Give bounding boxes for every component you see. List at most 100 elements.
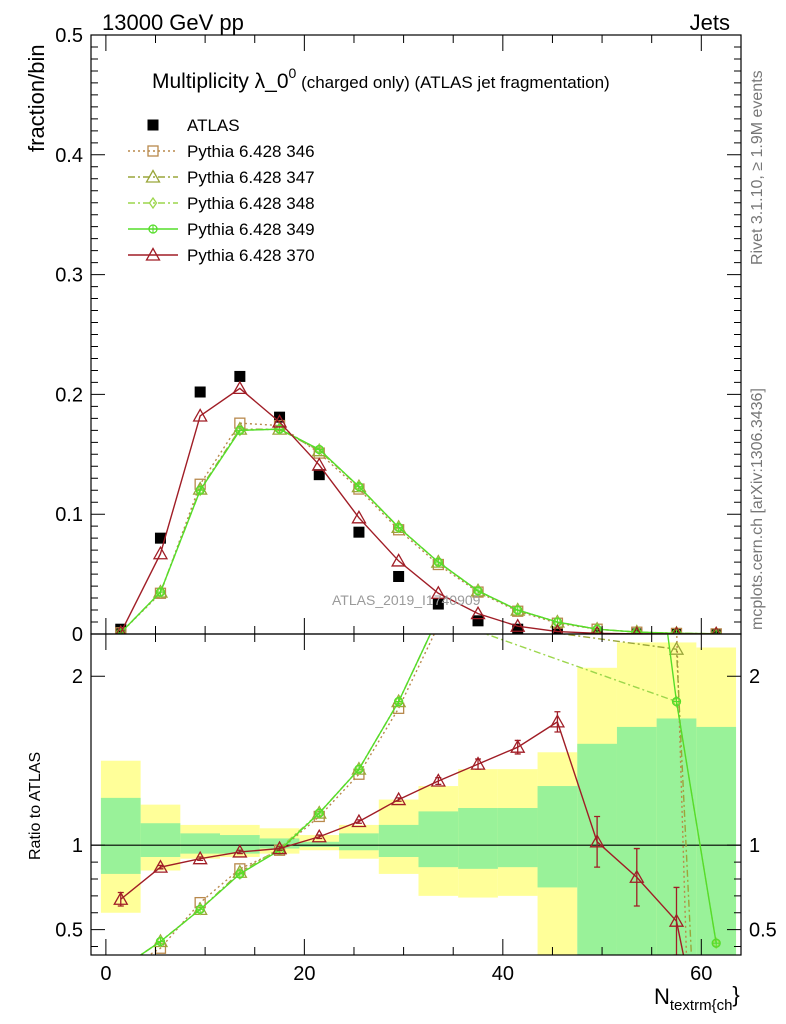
legend-label: Pythia 6.428 349 <box>187 220 315 239</box>
ratio-point-2-7 <box>394 695 403 708</box>
data-point-4-3 <box>235 425 245 435</box>
error-bar-4-13 <box>633 847 640 907</box>
main-y-axis: 0 0.1 0.2 0.3 0.4 0.5 <box>55 25 741 646</box>
legend-entry-5: Pythia 6.428 370 <box>128 246 315 265</box>
ratio-frame <box>90 633 742 956</box>
uncertainty-band-green-7 <box>378 824 419 858</box>
uncertainty-band-green-15 <box>696 726 737 955</box>
ratio-y-tick-label: 0.5 <box>55 920 83 942</box>
ratio-point-4-6 <box>351 813 367 828</box>
main-y-tick-label: 0.2 <box>55 384 83 406</box>
ratio-line-4 <box>120 720 685 955</box>
ratio-series-4 <box>113 711 685 955</box>
data-point-4-1 <box>155 587 166 597</box>
ratio-panel: 0.5 0.51 12 20 20 40 60 <box>55 35 777 985</box>
legend-entry-0: ATLAS <box>147 116 240 135</box>
data-point-4-6 <box>354 481 364 492</box>
ratio-point-2-6 <box>354 763 364 776</box>
legend-label: ATLAS <box>187 116 240 135</box>
x-tick-label: 40 <box>492 963 514 985</box>
uncertainty-band-green-1 <box>140 823 181 858</box>
ratio-axis-label: Ratio to ATLAS <box>27 752 44 860</box>
uncertainty-band-green-13 <box>616 726 657 955</box>
data-point-4-5 <box>314 444 324 455</box>
ratio-data <box>91 634 741 955</box>
uncertainty-band-green-11 <box>537 786 578 888</box>
data-point-5-9 <box>470 605 486 620</box>
ratio-y-axis: 0.5 0.5 1 1 2 2 <box>55 666 777 948</box>
data-point-3-11 <box>553 615 562 629</box>
rivet-label: Rivet 3.1.10, ≥ 1.9M events <box>749 70 766 265</box>
legend-label: Pythia 6.428 370 <box>187 246 315 265</box>
data-point-5-2 <box>192 408 208 422</box>
data-point-5-8 <box>430 585 446 599</box>
data-point-5-0 <box>115 624 126 634</box>
ratio-point-4-7 <box>391 791 407 806</box>
data-point-0-11 <box>551 627 563 634</box>
ratio-point-4-9 <box>470 756 486 770</box>
legend-marker <box>148 196 158 210</box>
data-point-0-10 <box>512 623 524 634</box>
data-point-4-7 <box>393 522 404 533</box>
main-y-tick-label: 0.5 <box>55 25 83 47</box>
data-point-5-3 <box>232 380 248 395</box>
ratio-y-tick-label-right: 1 <box>749 835 760 857</box>
data-point-5-5 <box>311 457 327 471</box>
data-point-0-5 <box>313 469 325 481</box>
uncertainty-band-green-8 <box>418 811 459 868</box>
ratio-point-4-0 <box>113 891 129 905</box>
data-point-5-13 <box>632 626 642 634</box>
ratio-point-3-1 <box>155 936 166 947</box>
ratio-point-4-1 <box>152 859 169 873</box>
legend-label: Pythia 6.428 348 <box>187 194 315 213</box>
header-right: Jets <box>690 10 730 35</box>
ratio-point-3-7 <box>393 696 404 707</box>
legend-label: Pythia 6.428 347 <box>187 168 315 187</box>
data-point-5-10 <box>510 618 526 632</box>
data-point-3-3 <box>235 424 245 437</box>
data-point-5-12 <box>592 625 602 634</box>
legend-marker <box>148 224 158 234</box>
legend-entry-2: Pythia 6.428 347 <box>128 168 315 187</box>
data-point-4-10 <box>513 605 523 615</box>
ratio-y-tick-label-right: 0.5 <box>749 920 777 942</box>
data-point-0-9 <box>472 615 484 627</box>
data-point-0-3 <box>234 370 246 382</box>
data-point-0-7 <box>393 570 405 582</box>
ratio-point-2-9 <box>672 695 681 708</box>
data-point-5-15 <box>711 626 721 634</box>
main-y-tick-label: 0 <box>72 624 83 646</box>
uncertainty-band-green-9 <box>458 808 498 869</box>
error-bar-4-6 <box>355 819 362 824</box>
ratio-point-4-3 <box>232 844 248 858</box>
ratio-point-1-9 <box>668 641 685 655</box>
data-point-0-4 <box>274 411 286 423</box>
legend-entry-4: Pythia 6.428 349 <box>128 220 315 239</box>
data-point-0-8 <box>432 598 444 610</box>
ratio-point-3-6 <box>354 764 364 774</box>
watermark: ATLAS_2019_I1740909 <box>332 592 481 608</box>
legend-entry-1: Pythia 6.428 346 <box>128 142 315 161</box>
ratio-point-3-10 <box>671 696 682 707</box>
ratio-point-4-2 <box>192 850 208 865</box>
ratio-y-tick-label: 2 <box>72 666 83 688</box>
ratio-line-0 <box>147 634 688 955</box>
legend-marker <box>147 119 159 131</box>
data-point-3-12 <box>592 623 602 634</box>
data-point-5-4 <box>271 414 288 428</box>
legend-marker <box>145 247 161 261</box>
data-point-5-11 <box>551 623 564 634</box>
error-bar-4-14 <box>673 886 680 955</box>
main-data <box>115 370 722 634</box>
uncertainty-band-green-5 <box>299 841 340 847</box>
data-point-0-1 <box>154 532 166 544</box>
ratio-point-4-10 <box>510 739 526 753</box>
legend-entry-3: Pythia 6.428 348 <box>128 194 315 213</box>
x-axis: 0 20 40 60 <box>100 35 712 985</box>
uncertainty-band-green-6 <box>339 833 379 851</box>
legend: ATLAS Pythia 6.428 346 Pythia 6.428 347 Pyt… <box>128 116 315 265</box>
labels: 13000 GeV pp Jets Multiplicity λ_00 (cha… <box>24 10 766 1014</box>
data-point-0-6 <box>353 526 365 538</box>
data-point-0-2 <box>194 386 206 398</box>
ratio-point-4-13 <box>629 869 645 883</box>
